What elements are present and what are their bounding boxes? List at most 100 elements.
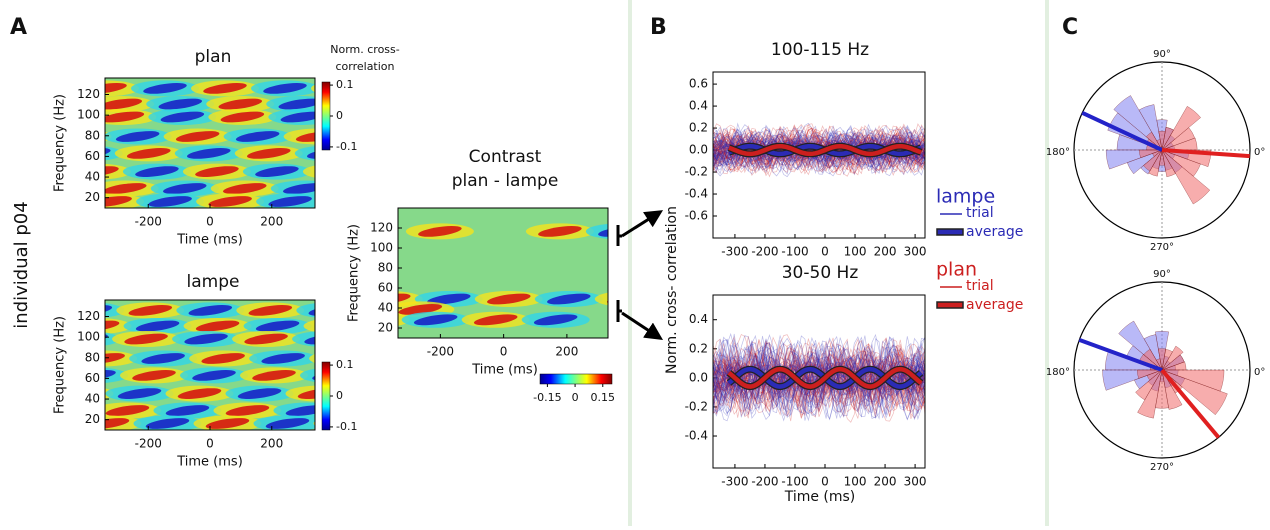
- trial-line: [713, 332, 925, 418]
- x-tick-label: -200: [427, 345, 454, 359]
- angle-label: 0°: [1254, 367, 1265, 378]
- y-axis-label: Frequency (Hz): [53, 316, 68, 414]
- axes-frame: [712, 71, 926, 239]
- heat-blob: [418, 225, 462, 237]
- x-tick-label: 0: [821, 475, 829, 489]
- y-tick-label: 0.4: [689, 312, 708, 326]
- heat-blob: [255, 166, 299, 178]
- heat-blob: [546, 293, 591, 305]
- heat-blob: [105, 111, 145, 123]
- trial-line: [713, 352, 925, 399]
- heat-blob: [162, 183, 207, 194]
- heat-blob: [195, 166, 239, 178]
- y-tick-label: -0.4: [685, 429, 708, 443]
- rose-wedge: [1161, 369, 1183, 410]
- x-tick-label: 0: [821, 245, 829, 259]
- rose-wedge: [1161, 149, 1211, 205]
- heat-blob: [105, 418, 130, 429]
- legend-title: lampe: [936, 186, 995, 208]
- heat-blob: [225, 405, 270, 416]
- trial-line: [713, 132, 925, 165]
- average-line: [728, 143, 922, 157]
- y-tick-label: 0.0: [689, 143, 708, 157]
- panel-label: B: [650, 15, 667, 40]
- x-tick-label: 0: [500, 345, 508, 359]
- trial-line: [713, 358, 925, 399]
- rose-wedge: [1161, 105, 1202, 151]
- heat-halo: [316, 194, 384, 210]
- heatmap-title: plan: [195, 47, 232, 67]
- axes-frame: [712, 294, 926, 469]
- heat-blob: [244, 333, 288, 345]
- heat-blob: [366, 146, 411, 161]
- x-tick-label: 200: [874, 245, 897, 259]
- heat-blob: [315, 164, 360, 179]
- heat-halo: [331, 181, 399, 197]
- plot-title: 100-115 Hz: [771, 40, 869, 60]
- heat-blob: [426, 293, 471, 305]
- y-tick-label: 120: [77, 309, 100, 323]
- rose-wedge: [1157, 348, 1167, 371]
- axes-frame: [397, 207, 609, 339]
- y-tick-label: -0.2: [685, 165, 708, 179]
- x-axis-label: Time (ms): [784, 489, 856, 505]
- colorbar: [321, 81, 331, 151]
- heat-halo: [594, 292, 608, 306]
- heat-blob: [205, 418, 250, 429]
- x-tick-label: 0: [206, 215, 214, 229]
- heat-blob: [128, 304, 173, 316]
- mean-direction: [1078, 338, 1163, 372]
- heat-blob: [135, 320, 180, 332]
- heat-halo: [311, 84, 315, 93]
- x-axis-label: Time (ms): [471, 363, 538, 378]
- trial-line: [713, 343, 925, 413]
- heat-blob: [248, 304, 293, 316]
- trial-line: [713, 126, 925, 174]
- trial-line: [713, 123, 925, 178]
- y-tick-label: -0.4: [685, 187, 708, 201]
- heat-blob: [201, 353, 245, 364]
- x-tick-label: 100: [844, 475, 867, 489]
- legend-label: average: [966, 297, 1023, 313]
- heat-blob: [246, 147, 291, 159]
- x-tick-label: 0: [206, 437, 214, 451]
- rose-wedge: [1161, 369, 1228, 416]
- heat-halo: [303, 320, 315, 332]
- trial-line: [713, 356, 925, 400]
- heatmap-image: [105, 300, 441, 432]
- heat-halo: [373, 416, 441, 432]
- heat-blob: [105, 353, 125, 364]
- x-tick-label: -100: [781, 245, 808, 259]
- heat-blob: [297, 388, 315, 400]
- heat-blob: [195, 320, 240, 332]
- arrow: [621, 210, 664, 238]
- heat-blob: [184, 333, 228, 345]
- colorbar-tick-label: 0: [336, 109, 343, 122]
- trial-line: [713, 124, 925, 176]
- heat-blob: [220, 111, 265, 123]
- x-tick-label: 200: [874, 475, 897, 489]
- x-tick-label: -200: [751, 245, 778, 259]
- rose-wedge: [1158, 130, 1166, 151]
- trial-line: [713, 134, 925, 166]
- trial-line: [713, 339, 925, 417]
- heat-blob: [218, 98, 263, 110]
- colorbar: [539, 373, 613, 385]
- heat-blob: [105, 196, 132, 207]
- heat-blob: [255, 320, 300, 332]
- x-tick-label: -200: [135, 215, 162, 229]
- heat-blob: [328, 194, 373, 209]
- separator: [628, 0, 632, 526]
- heat-blob: [126, 147, 171, 159]
- average-line: [727, 366, 923, 389]
- heat-blob: [398, 293, 411, 305]
- heat-halo: [105, 350, 138, 367]
- heat-blob: [282, 183, 315, 194]
- heat-blob: [285, 405, 315, 416]
- heat-blob: [263, 82, 307, 94]
- x-tick-label: -300: [721, 245, 748, 259]
- colorbar-tick-label: -0.15: [533, 391, 561, 404]
- heat-blob: [388, 194, 433, 209]
- y-tick-label: 0.4: [689, 99, 708, 113]
